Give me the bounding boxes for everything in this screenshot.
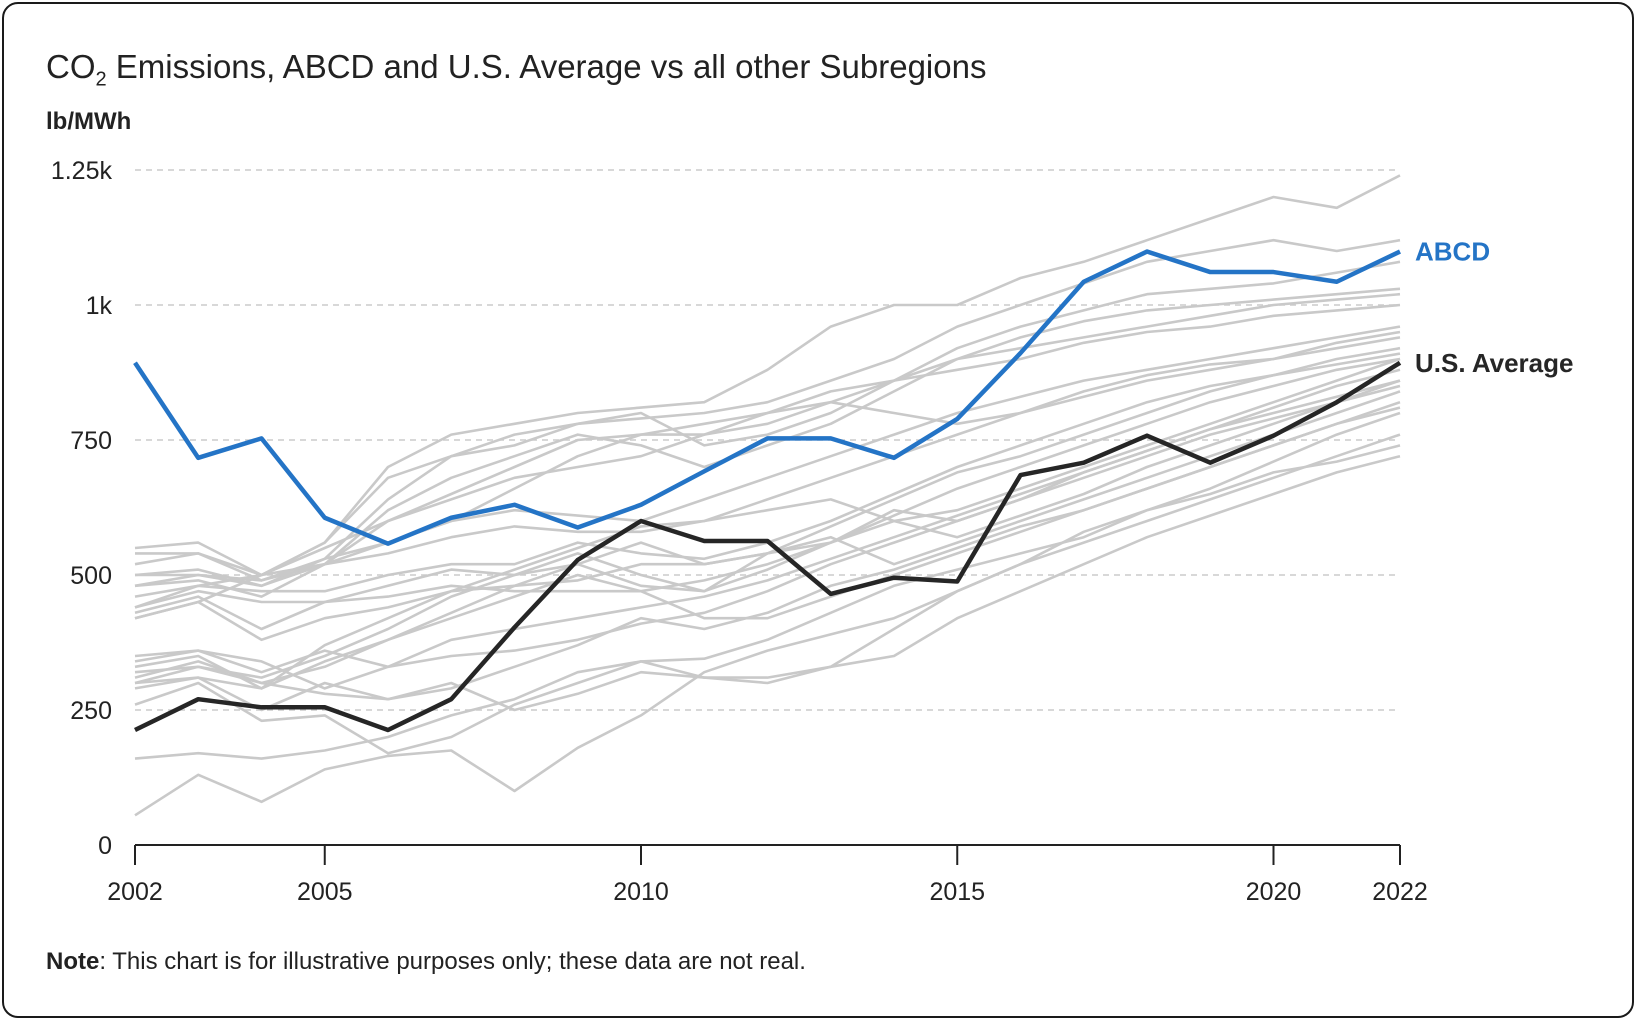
note-text: : This chart is for illustrative purpose… bbox=[99, 948, 806, 975]
subregion-line bbox=[134, 336, 1401, 598]
note-label: Note bbox=[46, 948, 100, 975]
y-tick-label: 500 bbox=[70, 562, 112, 590]
subregion-line bbox=[134, 292, 1401, 582]
subregion-line bbox=[134, 346, 1401, 609]
chart-note: Note: This chart is for illustrative pur… bbox=[46, 948, 806, 976]
subregion-line bbox=[134, 238, 1401, 609]
subregion-line bbox=[134, 260, 1401, 588]
subregion-line bbox=[134, 454, 1401, 755]
abcd-label: ABCD bbox=[1415, 237, 1490, 267]
subregion-line bbox=[135, 303, 1401, 577]
x-tick-label: 2022 bbox=[1372, 878, 1428, 906]
x-tick-label: 2010 bbox=[613, 878, 669, 906]
subregion-line bbox=[134, 357, 1401, 631]
x-tick-label: 2020 bbox=[1246, 878, 1302, 906]
subregion-line bbox=[134, 379, 1401, 690]
chart-title: CO2 Emissions, ABCD and U.S. Average vs … bbox=[46, 48, 987, 91]
subregion-line bbox=[134, 174, 1401, 620]
subregion-line bbox=[134, 411, 1401, 712]
x-tick-label: 2015 bbox=[929, 878, 985, 906]
subregion-line bbox=[134, 433, 1401, 817]
y-tick-label: 1.25k bbox=[51, 157, 113, 185]
abcd-line bbox=[133, 249, 1401, 546]
y-tick-label: 750 bbox=[70, 427, 112, 455]
x-tick-label: 2002 bbox=[107, 878, 163, 906]
subregion-line bbox=[134, 384, 1401, 690]
us-average-line bbox=[134, 360, 1402, 733]
y-tick-label: 0 bbox=[98, 832, 112, 860]
y-tick-label: 1k bbox=[86, 292, 113, 320]
subregion-line bbox=[135, 325, 1401, 588]
us-average-label: U.S. Average bbox=[1415, 348, 1573, 378]
subregion-line bbox=[134, 400, 1401, 690]
axes: 0 250 500 750 1k 1.25k 2002 2005 2010 2015 2020 202… bbox=[51, 157, 1428, 906]
subregion-line bbox=[134, 287, 1401, 588]
other-subregion-lines bbox=[134, 174, 1401, 817]
y-tick-label: 250 bbox=[70, 697, 112, 725]
highlight-lines: ABCD U.S. Average bbox=[133, 237, 1573, 733]
y-axis-unit-label: lb/MWh bbox=[46, 108, 132, 135]
subregion-line bbox=[134, 444, 1401, 760]
subregion-line bbox=[134, 368, 1401, 685]
x-tick-label: 2005 bbox=[297, 878, 353, 906]
